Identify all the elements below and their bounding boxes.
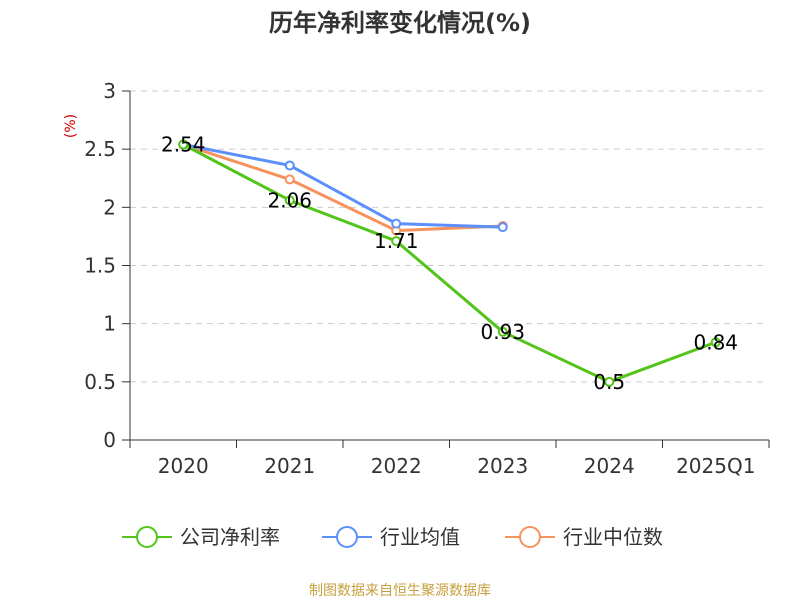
grid-lines (130, 90, 765, 383)
series-line-1 (182, 143, 503, 229)
y-tick-label: 0 (103, 428, 116, 452)
series-line-2 (182, 143, 503, 233)
x-tick-label: 2025Q1 (676, 454, 755, 478)
x-tick-label: 2021 (264, 454, 315, 478)
legend-item: 公司净利率 (122, 525, 280, 549)
legend: 公司净利率 行业均值 行业中位数 (122, 525, 663, 549)
series-point-1 (284, 160, 295, 171)
source-note: 制图数据来自恒生聚源数据库 (309, 583, 491, 599)
series-point-0 (710, 337, 721, 348)
series-point-0 (604, 376, 615, 387)
series-point-0 (497, 326, 508, 337)
legend-label: 行业中位数 (563, 525, 663, 549)
series-line-0 (182, 143, 717, 384)
data-label: 0.93 (480, 320, 525, 344)
series-point-2 (284, 174, 295, 185)
series-group (178, 139, 721, 387)
data-label: 0.84 (693, 330, 738, 354)
legend-label: 行业均值 (380, 525, 460, 549)
series-point-0 (391, 236, 402, 247)
x-tick-label: 2024 (584, 454, 635, 478)
data-label: 2.54 (161, 133, 206, 157)
series-point-1 (497, 222, 508, 233)
y-tick-label: 1.5 (84, 254, 116, 278)
y-tick-label: 0.5 (84, 370, 116, 394)
chart-title: 历年净利率变化情况(%) (269, 9, 531, 37)
axes: 0 0.5 1 1.5 2 2.5 3 2020 2021 2022 2023 2024 2025Q1 (84, 79, 770, 478)
legend-marker (336, 526, 358, 548)
data-label: 2.06 (267, 188, 312, 212)
x-tick-label: 2023 (477, 454, 528, 478)
legend-label: 公司净利率 (180, 525, 280, 549)
data-label: 0.5 (593, 370, 625, 394)
x-tick-label: 2020 (158, 454, 209, 478)
y-tick-label: 3 (103, 79, 116, 103)
legend-marker (519, 526, 541, 548)
y-tick-label: 2.5 (84, 137, 116, 161)
data-label: 1.71 (374, 229, 419, 253)
y-tick-label: 1 (103, 312, 116, 336)
data-labels: 2.54 2.06 1.71 0.93 0.5 0.84 (161, 133, 738, 394)
legend-item: 行业中位数 (505, 525, 663, 549)
legend-item: 行业均值 (322, 525, 460, 549)
legend-marker (136, 526, 158, 548)
series-point-0 (284, 195, 295, 206)
y-tick-label: 2 (103, 195, 116, 219)
series-point-0 (178, 139, 189, 150)
x-tick-label: 2022 (371, 454, 422, 478)
series-point-1 (391, 218, 402, 229)
y-axis-unit-label: (%) (63, 114, 79, 138)
